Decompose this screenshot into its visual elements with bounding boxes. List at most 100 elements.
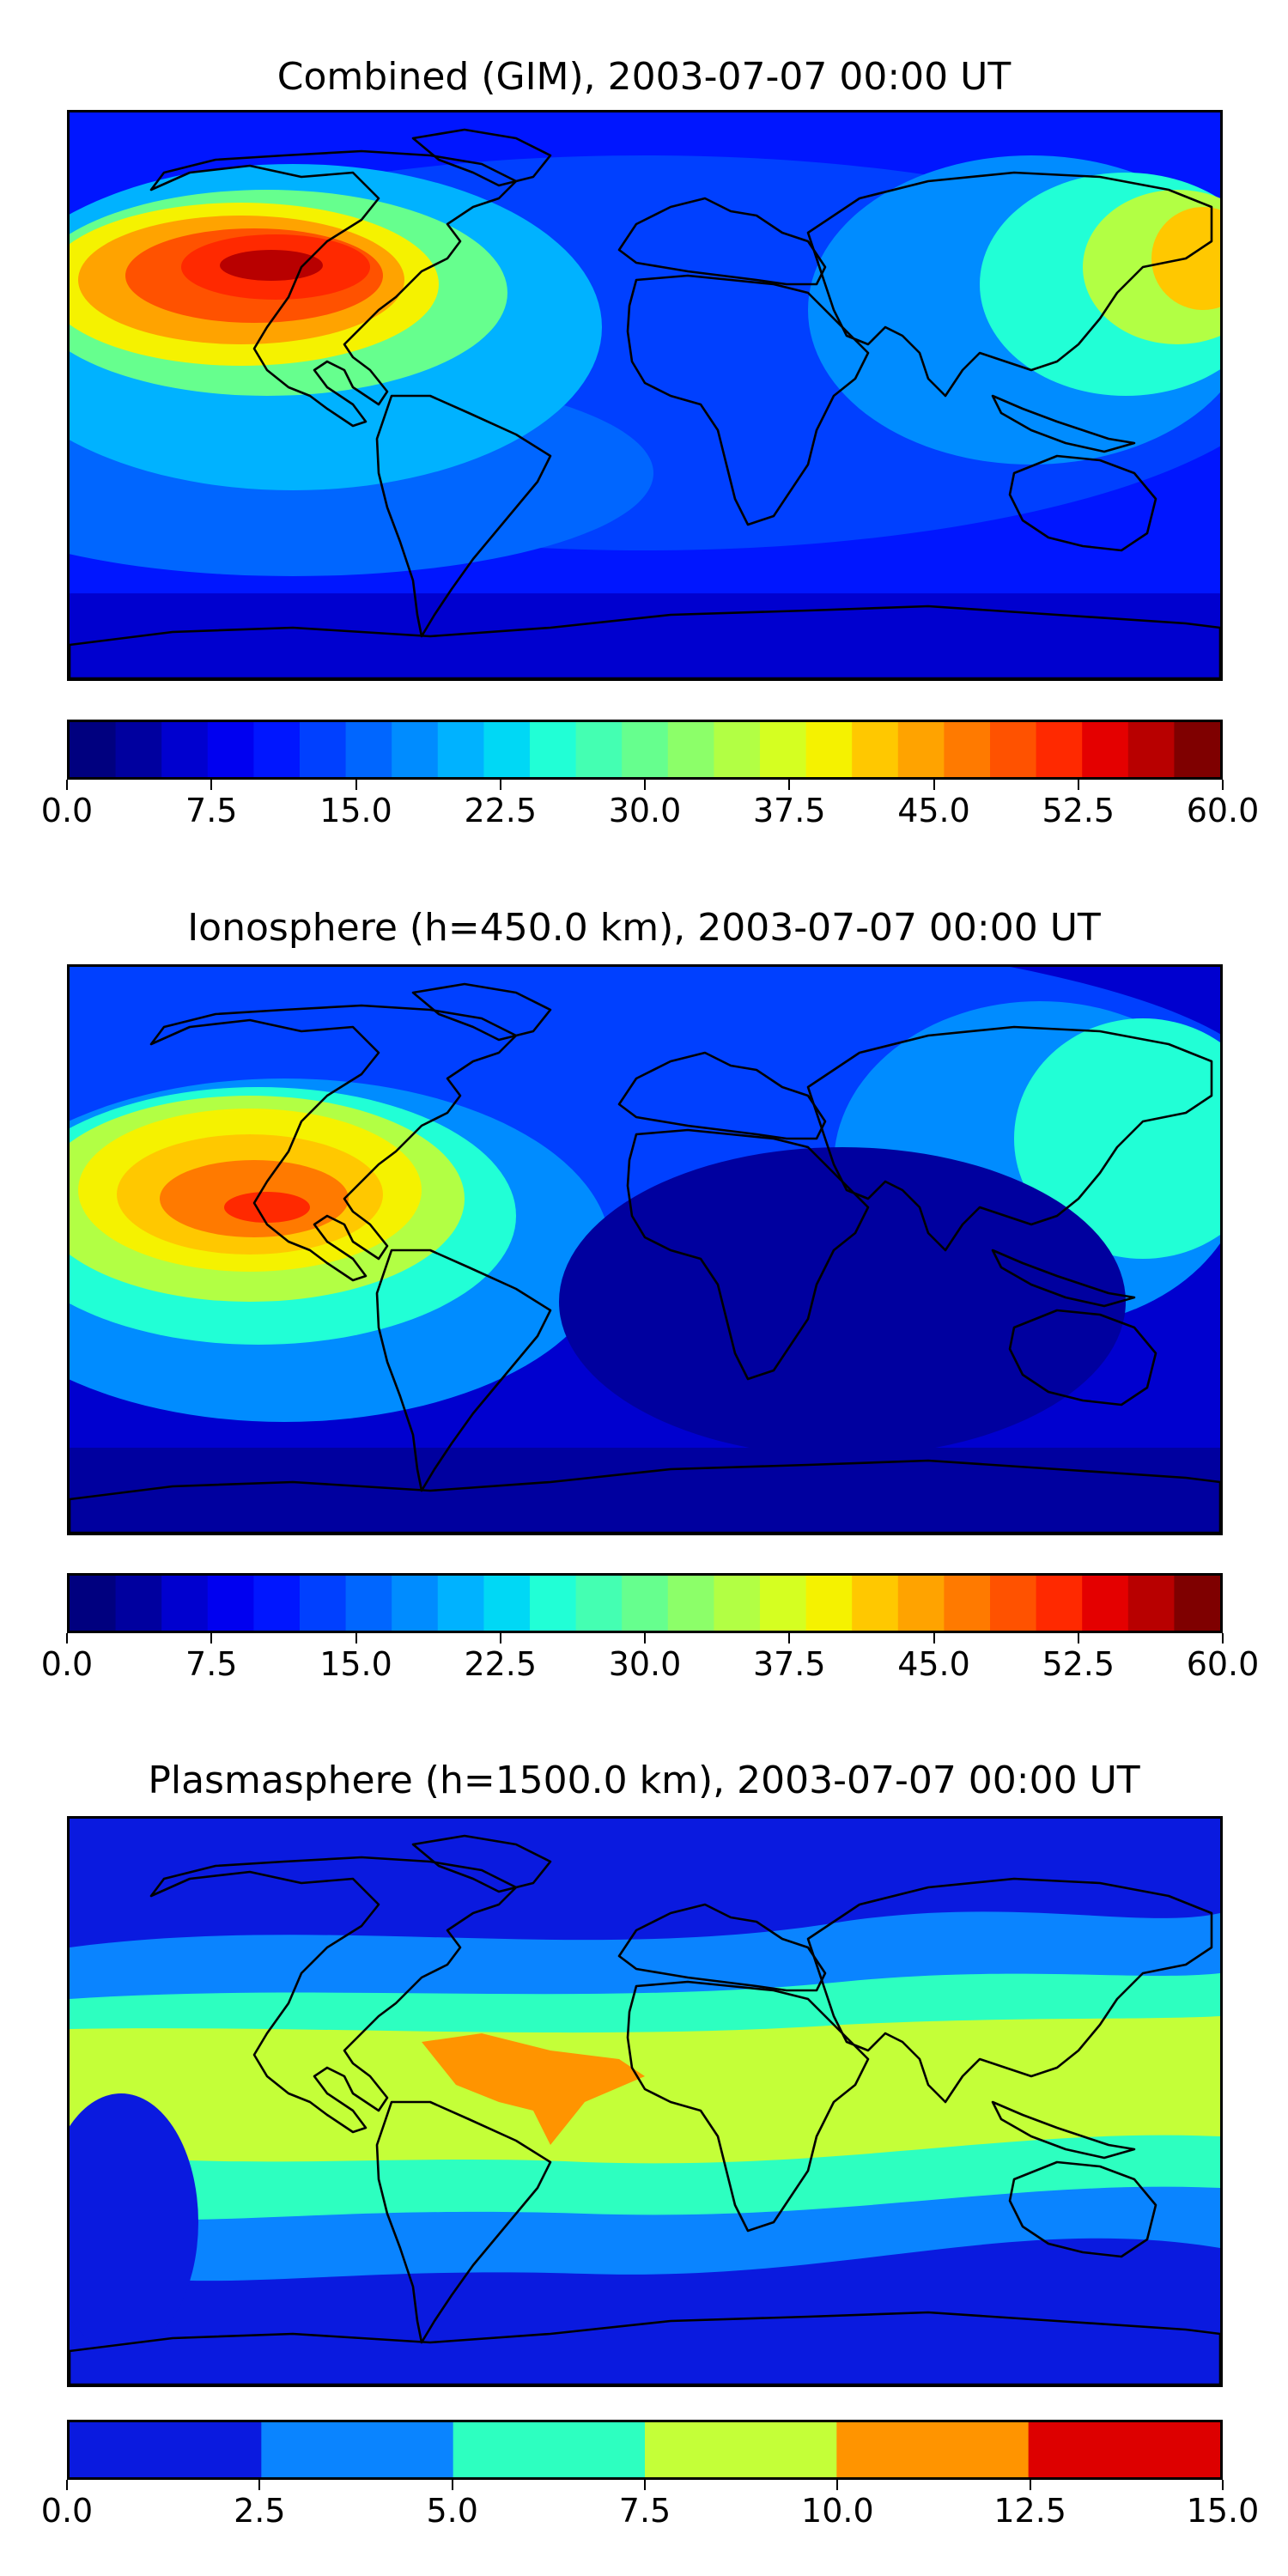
panel-2-colorbar: [67, 1573, 1223, 1633]
coastline: [626, 1128, 870, 1381]
colorbar-band: [70, 2422, 262, 2477]
colorbar-tick-label: 45.0: [897, 792, 970, 829]
colorbar-tick-mark: [210, 780, 213, 790]
colorbar-band: [115, 1576, 162, 1631]
panel-3-map: [67, 1816, 1223, 2387]
colorbar-tick-mark: [499, 780, 501, 790]
colorbar-band: [437, 1576, 484, 1631]
coastline: [991, 2100, 1136, 2160]
colorbar-band: [300, 1576, 347, 1631]
coastline: [375, 2100, 552, 2344]
colorbar-tick-label: 0.0: [40, 2492, 94, 2530]
colorbar-band: [207, 1576, 254, 1631]
colorbar-band: [990, 1576, 1037, 1631]
coastline: [411, 1834, 552, 1893]
panel-2-map: [67, 964, 1223, 1535]
colorbar-tick-mark: [1222, 780, 1224, 790]
tec-contour-band: [422, 2033, 645, 2145]
colorbar-tick-label: 10.0: [801, 2492, 874, 2530]
colorbar-band: [300, 722, 347, 777]
panel-1-title: Combined (GIM), 2003-07-07 00:00 UT: [276, 55, 1012, 99]
coastline: [626, 1980, 870, 2233]
colorbar-tick-label: 0.0: [40, 1645, 94, 1683]
ionosphere-tec-map: [70, 967, 1220, 1533]
colorbar-tick-mark: [355, 780, 357, 790]
tec-contour-band: [1014, 1018, 1220, 1259]
colorbar-tick-label: 30.0: [608, 1645, 682, 1683]
colorbar-tick-label: 60.0: [1186, 1645, 1260, 1683]
tec-contour-band: [224, 1192, 310, 1223]
coastline: [149, 1856, 518, 2134]
colorbar-band: [1127, 1576, 1175, 1631]
colorbar-tick-mark: [66, 1633, 68, 1643]
combined-tec-map: [70, 112, 1220, 678]
colorbar-band: [667, 1576, 714, 1631]
colorbar-tick-label: 22.5: [464, 1645, 538, 1683]
tec-contour-band: [220, 250, 323, 281]
colorbar-tick-mark: [1077, 1633, 1079, 1643]
colorbar-band: [852, 1576, 899, 1631]
colorbar-tick-label: 0.0: [40, 792, 94, 829]
colorbar-band: [453, 2422, 646, 2477]
colorbar-band: [161, 722, 209, 777]
colorbar-tick-mark: [1077, 780, 1079, 790]
colorbar-band: [345, 1576, 392, 1631]
colorbar-tick-label: 52.5: [1042, 792, 1115, 829]
coastline: [70, 605, 1220, 678]
panel-2-title: Ionosphere (h=450.0 km), 2003-07-07 00:0…: [187, 906, 1101, 950]
colorbar-band: [622, 1576, 669, 1631]
colorbar-tick-mark: [788, 1633, 791, 1643]
colorbar-band: [253, 722, 301, 777]
colorbar-band: [575, 1576, 623, 1631]
coastline: [70, 2311, 1220, 2385]
colorbar-band: [760, 722, 807, 777]
panel-3-colorbar-ticks: 0.0 2.5 5.0 7.5 10.0 12.5 15.0: [41, 2480, 1259, 2531]
coastline: [375, 1249, 552, 1492]
colorbar-band: [897, 722, 945, 777]
colorbar-tick-label: 37.5: [752, 1645, 826, 1683]
colorbar-tick-label: 7.5: [618, 2492, 671, 2530]
colorbar-tick-label: 15.0: [1186, 2492, 1260, 2530]
colorbar-band: [437, 722, 484, 777]
colorbar-band: [645, 2422, 837, 2477]
tec-contour-band: [559, 1147, 1126, 1456]
panel-1-colorbar-bands: [70, 722, 1220, 777]
colorbar-band: [1082, 1576, 1129, 1631]
colorbar-tick-mark: [66, 2480, 68, 2490]
colorbar-tick-mark: [788, 780, 791, 790]
coastline: [617, 197, 827, 286]
colorbar-band: [253, 1576, 301, 1631]
coastline: [1008, 2160, 1157, 2258]
colorbar-tick-label: 12.5: [993, 2492, 1066, 2530]
coastline: [617, 1903, 827, 1992]
colorbar-tick-label: 5.0: [426, 2492, 478, 2530]
panel-3-colorbar-bands: [70, 2422, 1220, 2477]
panel-2-colorbar-bands: [70, 1576, 1220, 1631]
colorbar-band: [115, 722, 162, 777]
coastline: [70, 1459, 1220, 1533]
tec-contour-band: [70, 593, 1220, 678]
tec-contour-band: [70, 1448, 1220, 1533]
colorbar-tick-label: 22.5: [464, 792, 538, 829]
plasmasphere-tec-map: [70, 1819, 1220, 2385]
coastline: [617, 1051, 827, 1140]
coastline: [806, 1877, 1213, 2104]
colorbar-tick-mark: [933, 1633, 935, 1643]
colorbar-band: [530, 1576, 577, 1631]
panel-2-colorbar-ticks: 0.0 7.5 15.0 22.5 30.0 37.5 45.0 52.5 60.0: [41, 1633, 1259, 1685]
colorbar-band: [207, 722, 254, 777]
colorbar-tick-mark: [355, 1633, 357, 1643]
colorbar-tick-mark: [258, 2480, 261, 2490]
colorbar-band: [1174, 1576, 1220, 1631]
colorbar-tick-mark: [1029, 2480, 1031, 2490]
colorbar-band: [392, 1576, 439, 1631]
colorbar-band: [714, 722, 761, 777]
colorbar-band: [161, 1576, 209, 1631]
colorbar-tick-mark: [1222, 1633, 1224, 1643]
colorbar-band: [622, 722, 669, 777]
colorbar-tick-label: 15.0: [319, 1645, 392, 1683]
coastline: [149, 149, 518, 428]
colorbar-band: [1082, 722, 1129, 777]
colorbar-tick-mark: [644, 780, 646, 790]
coastline: [411, 128, 552, 187]
